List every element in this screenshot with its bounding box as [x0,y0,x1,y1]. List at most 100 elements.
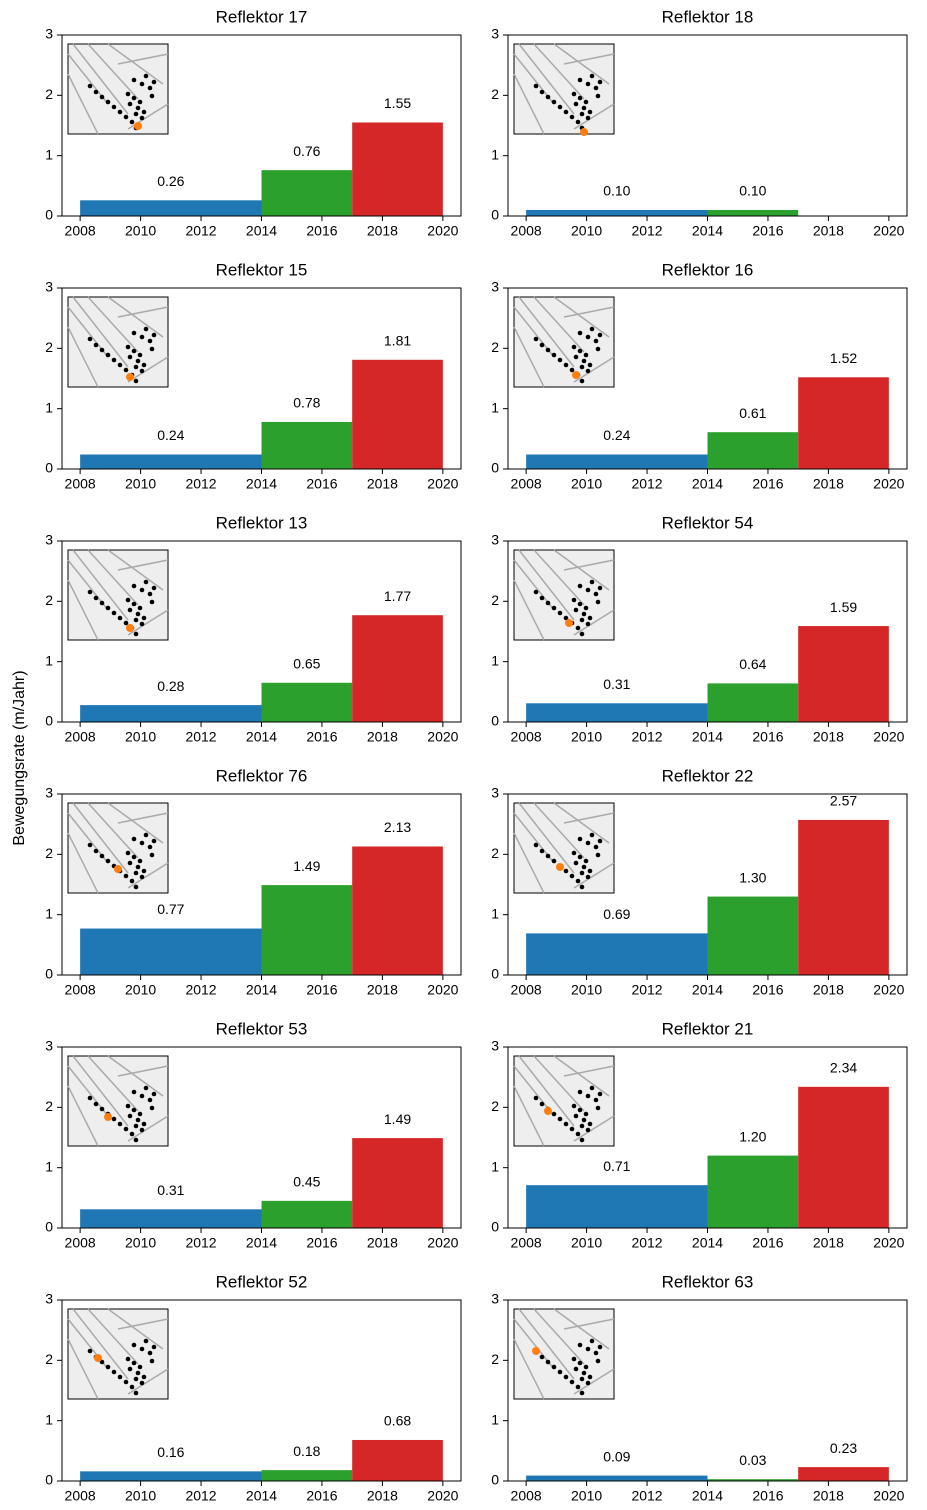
map-dot [574,1114,579,1119]
map-dot [144,74,149,79]
x-tick-label: 2016 [752,223,783,239]
map-dot [588,616,593,621]
map-dot [124,1127,129,1132]
map-dot [574,1367,579,1372]
map-dot [140,116,145,121]
map-dot [594,1098,599,1103]
y-tick-label: 3 [491,1038,499,1054]
y-tick-label: 3 [491,532,499,548]
x-tick-label: 2014 [246,476,277,492]
y-tick-label: 0 [491,1219,499,1235]
map-dot [140,841,145,846]
map-dot [598,80,603,85]
map-dot [140,875,145,880]
x-tick-label: 2020 [873,1488,904,1504]
map-dot [106,353,111,358]
x-tick-label: 2012 [185,1488,216,1504]
map-dot [136,865,141,870]
map-dot [136,106,141,111]
map-dot [128,102,133,107]
map-dot [588,1122,593,1127]
x-tick-label: 2010 [125,982,156,998]
map-dot [150,1359,155,1364]
bar [352,846,443,975]
map-dot [586,116,591,121]
x-tick-label: 2010 [125,476,156,492]
y-tick-label: 3 [45,1038,53,1054]
y-tick-label: 3 [45,532,53,548]
y-tick-label: 2 [45,845,53,861]
map-dot [134,1377,139,1382]
map-dot [546,1360,551,1365]
map-dot [144,327,149,332]
map-dot [140,1347,145,1352]
x-tick-label: 2008 [511,476,542,492]
x-tick-label: 2020 [873,982,904,998]
map-dot [586,369,591,374]
y-tick-label: 1 [491,1411,499,1427]
y-tick-label: 1 [491,905,499,921]
map-dot [140,82,145,87]
bar [526,210,707,216]
map-dot [570,874,575,879]
map-dot [150,94,155,99]
map-dot [598,1092,603,1097]
map-dot [144,833,149,838]
map-dot [582,359,587,364]
map-dot [558,358,563,363]
map-dot [564,1122,569,1127]
map-dot [128,1367,133,1372]
value-label: 1.59 [830,599,857,615]
y-tick-label: 2 [491,1098,499,1114]
y-tick-label: 0 [45,1472,53,1488]
map-dot [152,333,157,338]
map-dot [596,600,601,605]
map-dot [88,1349,93,1354]
map-dot [118,363,123,368]
value-label: 0.64 [739,656,766,672]
bar [262,422,353,469]
map-dot [136,359,141,364]
map-dot [118,1122,123,1127]
bar [798,1467,889,1481]
value-label: 1.81 [384,332,411,348]
map-dot [134,1124,139,1129]
map-dot [580,112,585,117]
map-dot [88,1096,93,1101]
map-dot [540,1355,545,1360]
map-dot [558,1370,563,1375]
value-label: 0.76 [293,143,320,159]
y-tick-label: 1 [491,146,499,162]
map-dot [534,843,539,848]
map-dot [100,601,105,606]
map-dot [142,1375,147,1380]
map-dot [590,1086,595,1091]
bar [526,1185,707,1228]
map-highlight [104,1113,112,1121]
map-highlight [580,128,588,136]
map-dot [572,1104,577,1109]
value-label: 2.13 [384,819,411,835]
y-tick-label: 0 [491,713,499,729]
map-dot [596,94,601,99]
map-dot [132,1343,137,1348]
map-dot [570,1380,575,1385]
x-tick-label: 2010 [571,1235,602,1251]
map-dot [142,363,147,368]
bar [80,200,261,216]
map-dot [144,1086,149,1091]
x-tick-label: 2016 [306,223,337,239]
map-dot [582,865,587,870]
bar [708,1156,799,1228]
map-dot [586,82,591,87]
y-tick-label: 1 [45,905,53,921]
map-dot [94,343,99,348]
map-dot [598,1345,603,1350]
map-dot [124,115,129,120]
map-dot [582,612,587,617]
y-tick-label: 0 [45,713,53,729]
x-tick-label: 2010 [125,1235,156,1251]
map-dot [552,353,557,358]
x-tick-label: 2018 [367,729,398,745]
map-dot [578,96,583,101]
